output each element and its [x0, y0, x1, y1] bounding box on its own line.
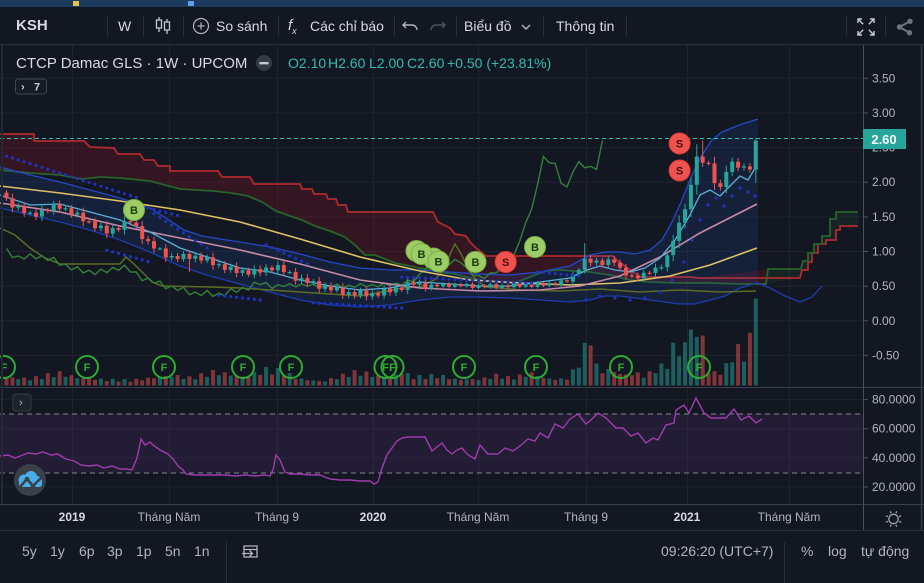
svg-text:Tháng Năm: Tháng Năm: [138, 510, 201, 524]
svg-text:B: B: [531, 242, 539, 254]
svg-text:1.00: 1.00: [872, 245, 896, 259]
svg-text:F: F: [533, 362, 540, 374]
svg-text:B: B: [418, 249, 426, 261]
svg-text:F: F: [389, 362, 396, 374]
svg-text:2019: 2019: [59, 510, 86, 524]
svg-text:B: B: [435, 257, 443, 269]
svg-text:2.60: 2.60: [871, 132, 896, 147]
svg-text:-0.50: -0.50: [872, 348, 900, 362]
svg-text:S: S: [676, 166, 683, 178]
svg-text:F: F: [618, 362, 625, 374]
svg-text:3.00: 3.00: [872, 106, 896, 120]
svg-text:Tháng 9: Tháng 9: [255, 510, 299, 524]
svg-text:›: ›: [19, 397, 23, 409]
svg-text:S: S: [676, 139, 683, 151]
svg-text:80.0000: 80.0000: [872, 393, 916, 407]
svg-text:2021: 2021: [674, 510, 701, 524]
svg-text:F: F: [1, 362, 8, 374]
svg-text:Tháng Năm: Tháng Năm: [447, 510, 510, 524]
svg-text:F: F: [382, 362, 389, 374]
svg-text:B: B: [472, 257, 480, 269]
svg-text:Tháng Năm: Tháng Năm: [758, 510, 821, 524]
svg-text:0.50: 0.50: [872, 279, 896, 293]
svg-text:60.0000: 60.0000: [872, 422, 916, 436]
svg-text:S: S: [502, 257, 509, 269]
svg-text:2.00: 2.00: [872, 175, 896, 189]
svg-text:B: B: [130, 205, 138, 217]
svg-text:20.0000: 20.0000: [872, 480, 916, 494]
svg-text:F: F: [240, 362, 247, 374]
svg-text:F: F: [461, 362, 468, 374]
svg-text:F: F: [288, 362, 295, 374]
svg-text:0.00: 0.00: [872, 314, 896, 328]
svg-text:›: ›: [21, 82, 25, 94]
svg-text:2020: 2020: [360, 510, 387, 524]
svg-text:Tháng 9: Tháng 9: [564, 510, 608, 524]
svg-text:3.50: 3.50: [872, 71, 896, 85]
svg-text:F: F: [696, 362, 703, 374]
svg-text:40.0000: 40.0000: [872, 451, 916, 465]
svg-text:F: F: [161, 362, 168, 374]
svg-text:7: 7: [34, 82, 40, 94]
svg-text:F: F: [84, 362, 91, 374]
svg-text:1.50: 1.50: [872, 210, 896, 224]
svg-text:CTCP Damac GLS · 1W · UPCOM: CTCP Damac GLS · 1W · UPCOM: [16, 55, 247, 72]
